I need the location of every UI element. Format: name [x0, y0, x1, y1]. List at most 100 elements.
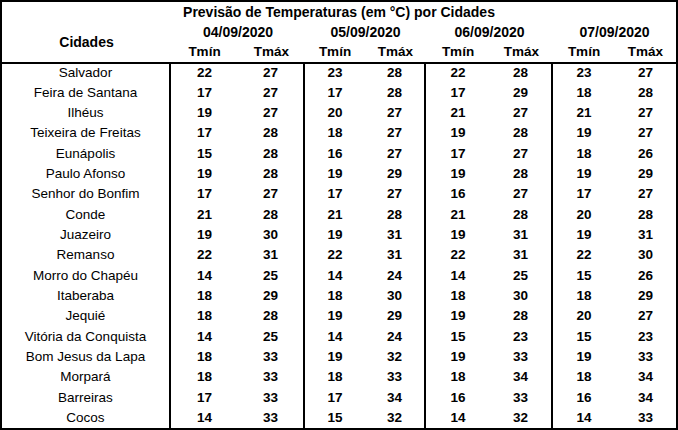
city-cell: Conde: [2, 204, 171, 224]
tmax-cell: 27: [238, 62, 305, 82]
tmax-cell: 31: [365, 225, 426, 245]
tmax-cell: 28: [238, 123, 305, 143]
tmax-cell: 28: [490, 306, 553, 326]
subheader-tmax: Tmáx: [365, 42, 426, 62]
tmin-cell: 19: [305, 306, 365, 326]
tmin-cell: 14: [553, 408, 615, 428]
tmax-cell: 33: [238, 408, 305, 428]
tmax-cell: 30: [238, 225, 305, 245]
city-cell: Itaberaba: [2, 286, 171, 306]
city-cell: Cocos: [2, 408, 171, 428]
tmax-cell: 33: [238, 367, 305, 387]
tmin-cell: 19: [426, 347, 490, 367]
tmax-cell: 27: [615, 306, 676, 326]
city-cell: Morro do Chapéu: [2, 265, 171, 285]
tmin-cell: 19: [426, 164, 490, 184]
tmin-cell: 21: [553, 103, 615, 123]
city-cell: Ilhéus: [2, 103, 171, 123]
subheader-tmin: Tmín: [305, 42, 365, 62]
tmax-cell: 32: [365, 408, 426, 428]
city-cell: Paulo Afonso: [2, 164, 171, 184]
subheader-tmin: Tmín: [426, 42, 490, 62]
cities-column-header: Cidades: [2, 22, 171, 62]
tmin-cell: 21: [426, 204, 490, 224]
tmax-cell: 32: [365, 347, 426, 367]
tmax-cell: 27: [615, 184, 676, 204]
tmin-cell: 18: [553, 286, 615, 306]
tmin-cell: 19: [553, 123, 615, 143]
tmax-cell: 25: [238, 265, 305, 285]
tmax-cell: 29: [365, 164, 426, 184]
tmax-cell: 33: [615, 408, 676, 428]
tmin-cell: 23: [553, 62, 615, 82]
tmax-cell: 25: [238, 326, 305, 346]
date-header: 04/09/2020: [171, 22, 305, 42]
tmax-cell: 31: [238, 245, 305, 265]
tmax-cell: 27: [615, 123, 676, 143]
tmin-cell: 22: [171, 62, 238, 82]
tmin-cell: 19: [171, 225, 238, 245]
tmin-cell: 16: [426, 184, 490, 204]
tmin-cell: 15: [426, 326, 490, 346]
tmax-cell: 27: [615, 103, 676, 123]
tmax-cell: 30: [365, 286, 426, 306]
tmin-cell: 18: [553, 82, 615, 102]
subheader-tmax: Tmáx: [238, 42, 305, 62]
tmax-cell: 27: [365, 143, 426, 163]
tmax-cell: 28: [365, 62, 426, 82]
subheader-tmax: Tmáx: [615, 42, 676, 62]
tmin-cell: 18: [426, 286, 490, 306]
city-cell: Feira de Santana: [2, 82, 171, 102]
tmax-cell: 29: [490, 82, 553, 102]
tmax-cell: 27: [238, 103, 305, 123]
tmin-cell: 18: [553, 143, 615, 163]
tmin-cell: 14: [305, 326, 365, 346]
tmin-cell: 15: [553, 326, 615, 346]
tmax-cell: 27: [238, 184, 305, 204]
date-header: 07/09/2020: [553, 22, 676, 42]
tmin-cell: 17: [426, 143, 490, 163]
tmin-cell: 20: [553, 204, 615, 224]
tmax-cell: 33: [365, 367, 426, 387]
tmin-cell: 21: [426, 103, 490, 123]
tmax-cell: 28: [615, 82, 676, 102]
tmin-cell: 18: [171, 306, 238, 326]
tmax-cell: 27: [365, 184, 426, 204]
tmax-cell: 27: [365, 123, 426, 143]
tmax-cell: 33: [490, 387, 553, 407]
tmin-cell: 19: [553, 164, 615, 184]
tmax-cell: 29: [615, 286, 676, 306]
tmax-cell: 29: [615, 164, 676, 184]
city-cell: Eunápolis: [2, 143, 171, 163]
tmin-cell: 18: [171, 367, 238, 387]
tmax-cell: 28: [490, 204, 553, 224]
tmin-cell: 17: [171, 184, 238, 204]
tmin-cell: 19: [553, 225, 615, 245]
tmax-cell: 30: [615, 245, 676, 265]
tmax-cell: 33: [615, 347, 676, 367]
tmin-cell: 14: [171, 408, 238, 428]
tmin-cell: 14: [305, 265, 365, 285]
tmax-cell: 31: [490, 225, 553, 245]
city-cell: Bom Jesus da Lapa: [2, 347, 171, 367]
tmin-cell: 19: [305, 164, 365, 184]
tmax-cell: 27: [490, 103, 553, 123]
tmin-cell: 17: [171, 82, 238, 102]
tmin-cell: 22: [171, 245, 238, 265]
tmin-cell: 17: [305, 387, 365, 407]
tmax-cell: 30: [490, 286, 553, 306]
tmin-cell: 17: [305, 82, 365, 102]
tmax-cell: 33: [490, 347, 553, 367]
tmin-cell: 19: [426, 123, 490, 143]
tmax-cell: 28: [490, 62, 553, 82]
city-cell: Salvador: [2, 62, 171, 82]
tmin-cell: 21: [171, 204, 238, 224]
tmin-cell: 18: [305, 123, 365, 143]
tmax-cell: 31: [615, 225, 676, 245]
subheader-tmin: Tmín: [553, 42, 615, 62]
tmin-cell: 19: [426, 225, 490, 245]
tmin-cell: 17: [426, 82, 490, 102]
tmin-cell: 16: [553, 387, 615, 407]
table-title: Previsão de Temperaturas (em °C) por Cid…: [2, 2, 676, 22]
tmax-cell: 28: [238, 164, 305, 184]
